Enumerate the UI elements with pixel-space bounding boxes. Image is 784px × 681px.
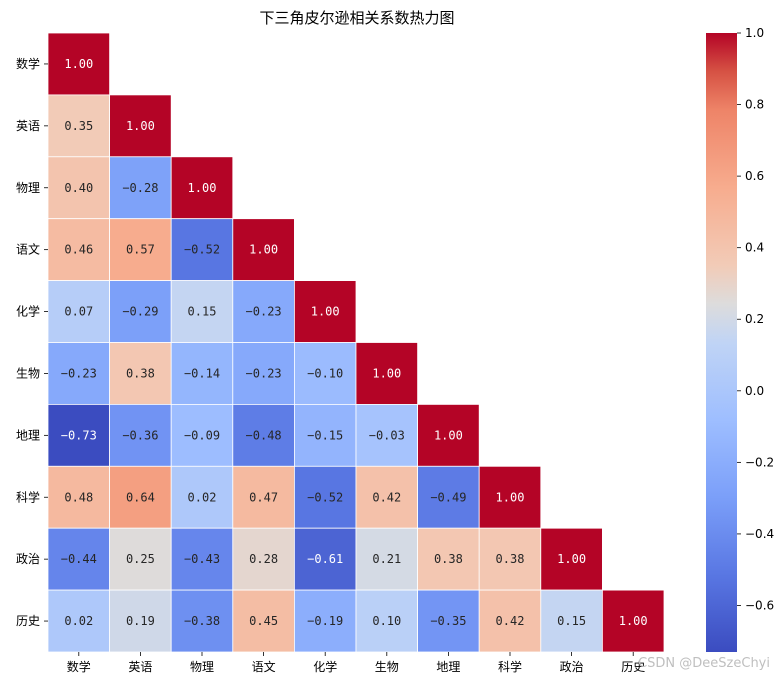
y-tick-label: 政治 — [16, 552, 40, 566]
cell-value-label: 1.00 — [557, 552, 586, 566]
cell-value-label: 0.28 — [249, 552, 278, 566]
y-tick-label: 地理 — [16, 428, 40, 442]
cell-value-label: 0.40 — [64, 181, 93, 195]
colorbar-tick-label: 0.6 — [745, 169, 764, 183]
cell-value-label: 0.38 — [496, 552, 525, 566]
cell-value-label: 0.19 — [126, 614, 155, 628]
x-axis: 数学 英语 物理 语文 化学 生物 地理 科学 政治 历史 — [67, 652, 645, 674]
cell-value-label: −0.52 — [307, 490, 343, 504]
y-tick-label: 数学 — [16, 56, 40, 71]
cell-value-label: −0.48 — [246, 428, 282, 442]
cell-value-label: −0.29 — [122, 305, 158, 319]
colorbar-tick-label: 0.4 — [745, 241, 764, 255]
cell-value-label: 0.42 — [372, 490, 401, 504]
cell-value-label: −0.38 — [184, 614, 220, 628]
cell-value-label: −0.44 — [61, 552, 97, 566]
cell-value-label: −0.49 — [430, 490, 466, 504]
colorbar-tick-label: −0.2 — [745, 455, 774, 469]
cell-value-label: −0.03 — [369, 428, 405, 442]
cell-value-label: 0.21 — [372, 552, 401, 566]
heatmap-cells: 1.00 0.35 1.00 0.40 −0.28 1.00 0.46 0.57 −0.52 1.… — [48, 33, 664, 652]
x-tick-label: 数学 — [67, 659, 91, 674]
x-tick-label: 物理 — [190, 660, 214, 674]
y-tick-label: 科学 — [16, 489, 40, 504]
cell-value-label: 1.00 — [619, 614, 648, 628]
cell-value-label: 0.64 — [126, 490, 155, 504]
cell-value-label: −0.19 — [307, 614, 343, 628]
cell-value-label: −0.23 — [61, 366, 97, 380]
y-tick-label: 历史 — [16, 614, 40, 628]
x-tick-label: 语文 — [252, 659, 276, 674]
x-tick-label: 科学 — [498, 659, 522, 674]
cell-value-label: 1.00 — [126, 119, 155, 133]
cell-value-label: 1.00 — [434, 428, 463, 442]
cell-value-label: 0.46 — [64, 243, 93, 257]
colorbar-tick-label: 0.8 — [745, 98, 764, 112]
cell-value-label: 0.07 — [64, 305, 93, 319]
cell-value-label: −0.36 — [122, 428, 158, 442]
cell-value-label: −0.15 — [307, 428, 343, 442]
cell-value-label: −0.23 — [246, 366, 282, 380]
cell-value-label: 1.00 — [311, 305, 340, 319]
cell-value-label: −0.52 — [184, 243, 220, 257]
colorbar-gradient — [706, 33, 737, 652]
cell-value-label: 0.38 — [434, 552, 463, 566]
y-tick-label: 语文 — [16, 242, 40, 257]
cell-value-label: 0.02 — [188, 490, 217, 504]
cell-value-label: 1.00 — [249, 243, 278, 257]
colorbar: 1.0 0.8 0.6 0.4 0.2 0.0 −0.2 −0.4 −0.6 — [706, 26, 774, 652]
colorbar-tick-label: 1.0 — [745, 26, 764, 40]
cell-value-label: −0.61 — [307, 552, 343, 566]
cell-value-label: −0.14 — [184, 366, 220, 380]
colorbar-tick-label: −0.4 — [745, 527, 774, 541]
x-tick-label: 化学 — [313, 659, 337, 674]
cell-value-label: 0.48 — [64, 490, 93, 504]
x-tick-label: 生物 — [375, 660, 399, 674]
colorbar-tick-label: 0.0 — [745, 384, 764, 398]
y-tick-label: 物理 — [16, 181, 40, 195]
colorbar-tick-label: 0.2 — [745, 312, 764, 326]
cell-value-label: −0.43 — [184, 552, 220, 566]
cell-value-label: −0.73 — [61, 428, 97, 442]
cell-value-label: −0.35 — [430, 614, 466, 628]
cell-value-label: −0.28 — [122, 181, 158, 195]
x-tick-label: 政治 — [560, 660, 584, 674]
cell-value-label: 1.00 — [188, 181, 217, 195]
cell-value-label: 1.00 — [64, 57, 93, 71]
cell-value-label: 1.00 — [372, 366, 401, 380]
cell-value-label: 0.57 — [126, 243, 155, 257]
cell-value-label: −0.23 — [246, 305, 282, 319]
x-tick-label: 地理 — [436, 660, 460, 674]
cell-value-label: 0.02 — [64, 614, 93, 628]
cell-value-label: 0.25 — [126, 552, 155, 566]
cell-value-label: −0.09 — [184, 428, 220, 442]
cell-value-label: 0.47 — [249, 490, 278, 504]
cell-value-label: 0.42 — [496, 614, 525, 628]
chart-title: 下三角皮尔逊相关系数热力图 — [259, 9, 454, 27]
y-tick-label: 化学 — [16, 304, 40, 319]
cell-value-label: 0.38 — [126, 366, 155, 380]
cell-value-label: 0.10 — [372, 614, 401, 628]
y-tick-label: 生物 — [16, 366, 40, 380]
cell-value-label: 0.15 — [188, 305, 217, 319]
y-tick-label: 英语 — [16, 119, 40, 133]
cell-value-label: 1.00 — [496, 490, 525, 504]
cell-value-label: −0.10 — [307, 366, 343, 380]
cell-value-label: 0.45 — [249, 614, 278, 628]
watermark: CSDN @DeeSzeChyi — [638, 656, 770, 671]
x-tick-label: 英语 — [128, 660, 152, 674]
cell-value-label: 0.35 — [64, 119, 93, 133]
cell-value-label: 0.15 — [557, 614, 586, 628]
colorbar-tick-label: −0.6 — [745, 598, 774, 612]
